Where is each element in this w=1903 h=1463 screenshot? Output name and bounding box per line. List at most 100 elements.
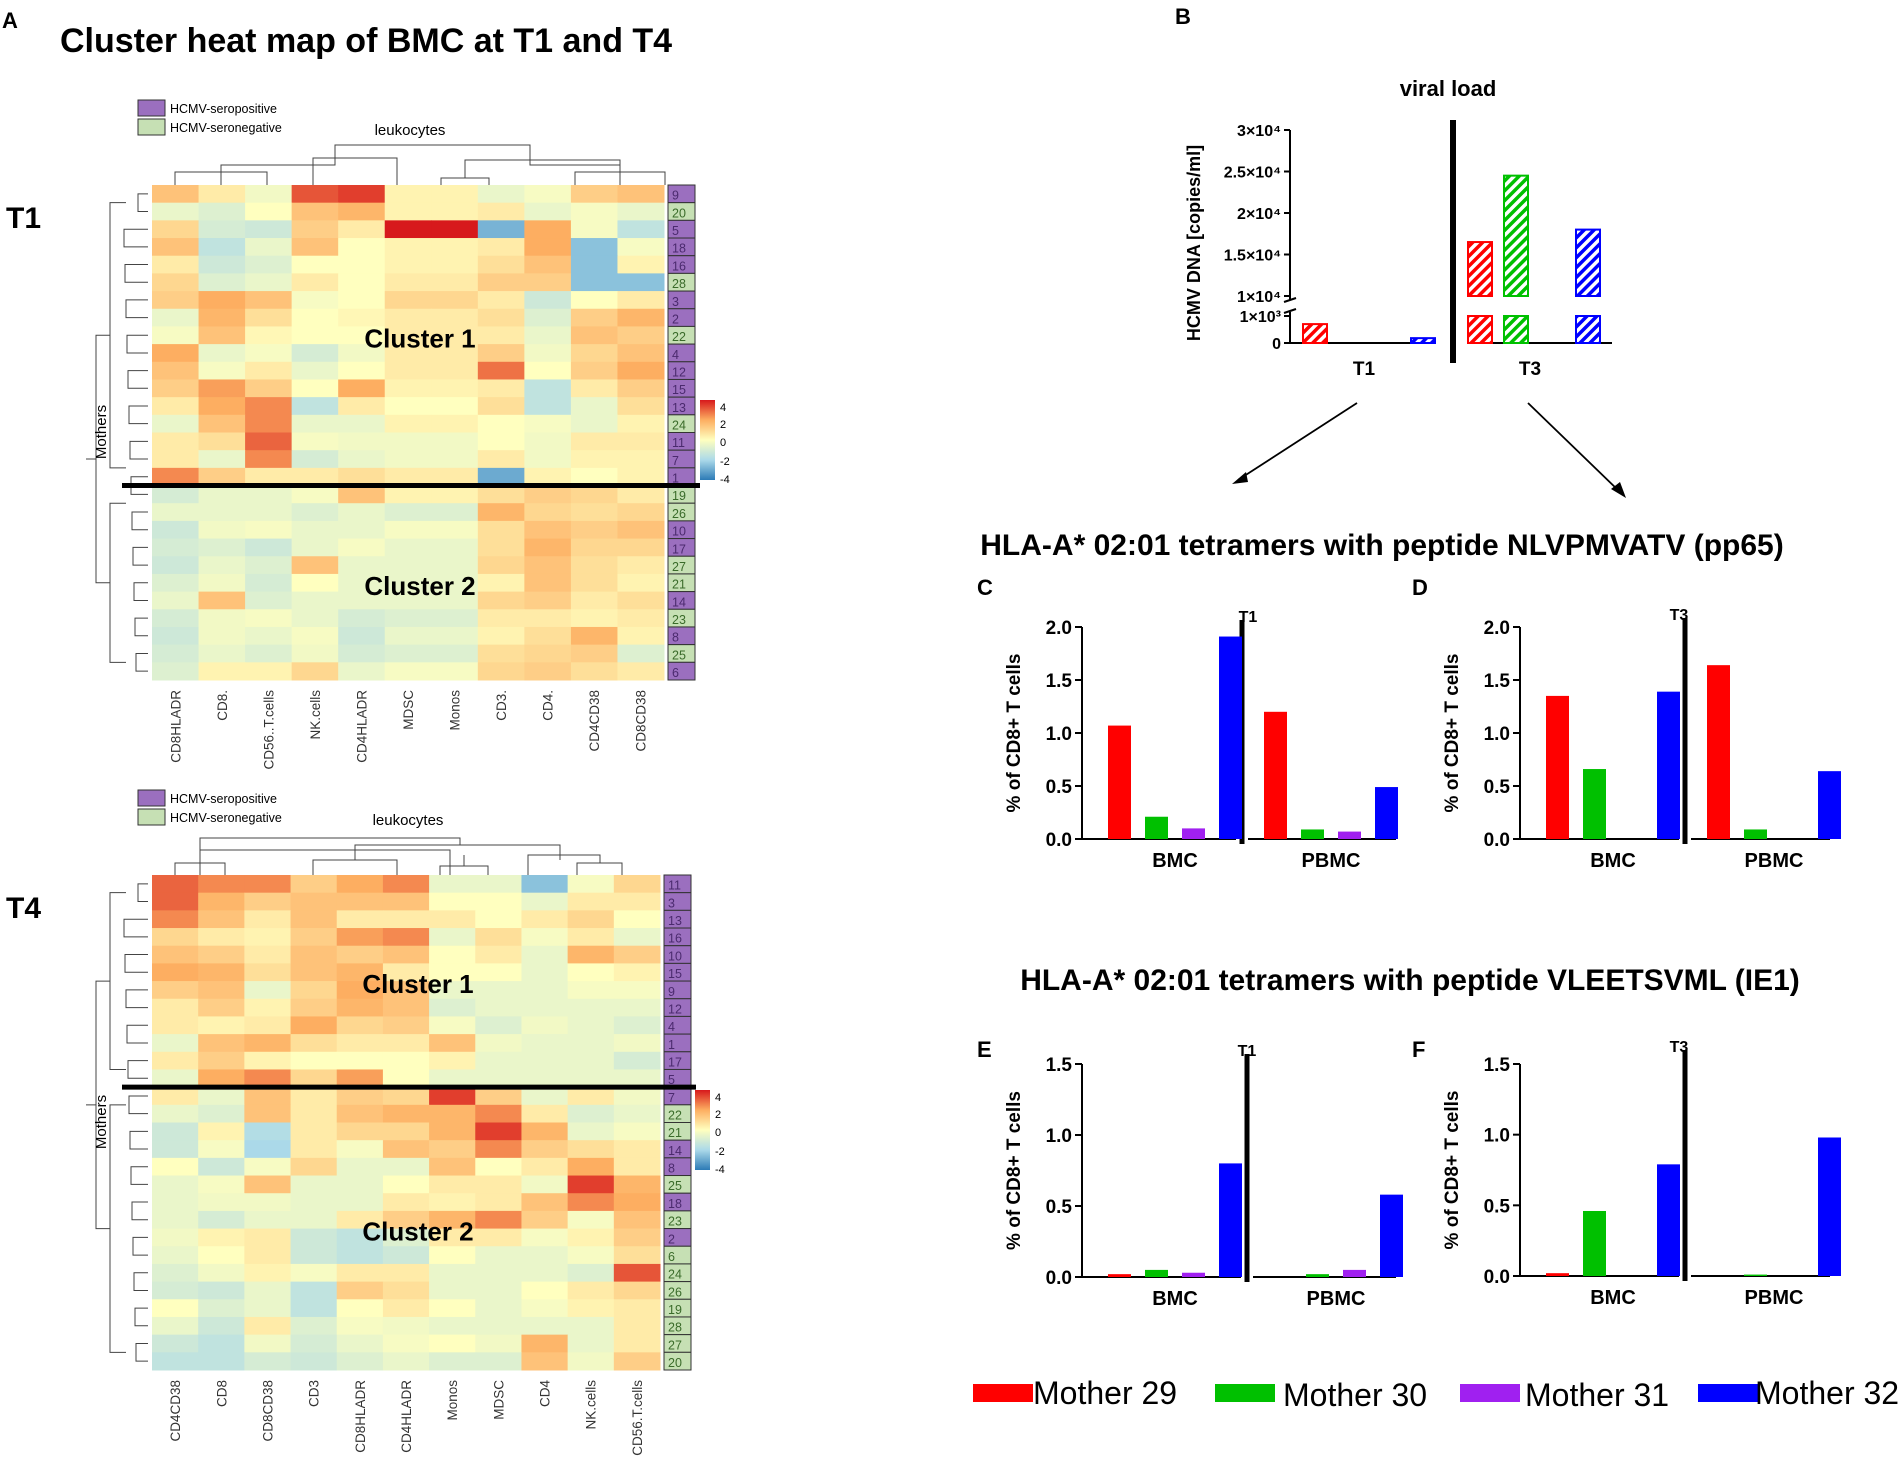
heatmap-cell [477,238,525,257]
heatmap-cell [290,963,338,982]
heatmap-cell [524,185,572,204]
row-label: 24 [672,419,686,433]
heatmap-cell [431,626,479,646]
heatmap-cell [290,1281,338,1300]
heatmap-cell [152,573,200,593]
heatmap-cell [570,432,618,451]
heatmap-cell [382,875,430,894]
column-label: CD4. [541,690,556,721]
color-scale-tick: -2 [715,1146,725,1158]
heatmap-cell [613,1140,661,1159]
heatmap-cell [567,1157,615,1177]
heatmap-cell [338,450,386,469]
heatmap-cell [475,1069,522,1088]
heatmap-cell [521,981,569,1000]
heatmap-cell [244,928,292,947]
heatmap-cell [429,1069,476,1088]
column-label: CD56..T.cells [261,690,276,770]
heatmap-cell [613,1210,661,1230]
heatmap-cell [291,397,339,416]
heatmap-cell [152,1140,199,1159]
heatmap-cell [291,361,339,380]
row-label: 3 [668,896,675,910]
row-label: 10 [668,949,682,963]
heatmap-cell [382,910,430,929]
heatmap-cell [198,291,246,310]
y-tick-label: 0 [1272,336,1281,353]
heatmap-t1-row-side-label: Mothers [93,405,110,459]
heatmap-cell [429,1193,476,1212]
heatmap-cell [152,1228,199,1247]
viral-load-title: viral load [1400,76,1497,101]
heatmap-cell [338,361,386,380]
heatmap-cell [152,1246,199,1265]
heatmap-t4-cluster-2-label: Cluster 2 [362,1217,473,1247]
heatmap-cell [245,238,293,257]
heatmap-cell [291,220,339,239]
heatmap-cell [244,1034,292,1053]
heatmap-cell [290,1069,338,1088]
heatmap-cell [477,273,525,292]
column-label: Monos [448,690,463,731]
heatmap-cell [429,1157,476,1177]
heatmap-cell [384,556,432,575]
heatmap-cell [524,361,572,380]
y-tick-label: 1.0 [1484,1126,1510,1147]
heatmap-cell [245,450,293,469]
heatmap-cell [475,910,522,929]
heatmap-cell [336,1263,384,1283]
bar-mother-32 [1375,787,1398,839]
heatmap-cell [336,1087,384,1106]
heatmap-cell [570,255,618,274]
heatmap-cell [477,450,525,469]
heatmap-cell [475,1087,522,1106]
heatmap-cell [291,273,339,292]
heatmap-cell [521,1299,569,1318]
heatmap-cell [290,1087,338,1106]
heatmap-cell [477,609,525,628]
heatmap-cell [475,1316,522,1336]
heatmap-cell [524,556,572,575]
heatmap-cell [384,185,432,204]
heatmap-cell [382,1263,430,1283]
row-label: 15 [672,383,686,397]
heatmap-cell [613,1352,661,1371]
column-label: CD3 [307,1380,322,1407]
heatmap-cell [429,945,476,964]
heatmap-cell [290,910,338,929]
bar-mother-32 [1219,636,1242,839]
heatmap-cell [477,379,525,398]
heatmap-cell [382,1299,430,1318]
heatmap-cell [244,1087,292,1106]
heatmap-cell [198,591,246,610]
heatmap-cell [475,1104,522,1123]
arrowhead [1611,482,1626,498]
heatmap-cell [152,981,199,1000]
legend-seronegative-swatch [137,808,166,826]
heatmap-cell [524,538,572,557]
heatmap-cell [524,273,572,292]
heatmap-cell [524,662,572,681]
row-label: 16 [672,259,686,273]
heatmap-cell [429,981,476,1000]
row-label: 14 [668,1144,682,1158]
heatmap-cell [382,1175,430,1194]
timepoint-label: T1 [1238,1043,1257,1060]
y-tick-label: 1.0 [1484,724,1510,745]
heatmap-cell [338,626,386,646]
heatmap-cell [198,963,245,982]
heatmap-cell [382,1069,430,1088]
heatmap-cell [245,397,293,416]
heatmap-cell [570,503,618,522]
heatmap-cell [384,361,432,380]
heatmap-cell [198,520,246,540]
heatmap-cell [477,591,525,610]
bar-mother-30 [1583,1210,1606,1276]
heatmap-cell [244,1157,292,1177]
heatmap-cell [617,520,665,540]
heatmap-cell [152,1069,199,1088]
heatmap-cell [521,1316,569,1336]
timepoint-label: T1 [1239,609,1258,626]
row-label: 21 [672,578,686,592]
heatmap-cell [152,1316,199,1336]
